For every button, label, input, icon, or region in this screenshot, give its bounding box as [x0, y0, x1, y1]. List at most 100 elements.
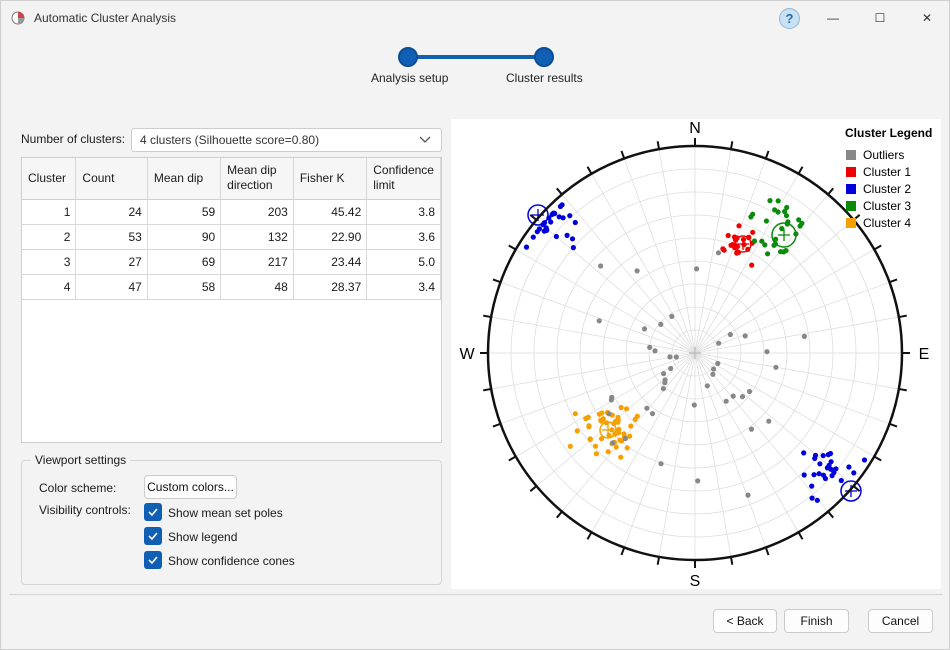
pole-point: [627, 433, 633, 439]
pole-point: [715, 360, 721, 367]
grid-radial-line: [536, 219, 696, 354]
azimuth-tick: [797, 166, 804, 175]
help-button[interactable]: ?: [779, 8, 800, 29]
pole-point: [796, 217, 802, 223]
cluster-legend: Cluster Legend Outliers Cluster 1 Cluste…: [845, 126, 932, 230]
pole-point: [598, 436, 605, 442]
column-header-mean-dip-direction[interactable]: Mean dip direction: [220, 158, 294, 200]
azimuth-tick: [827, 187, 834, 196]
azimuth-tick: [556, 187, 563, 196]
table-row[interactable]: 1 24 59 203 45.42 3.8: [22, 199, 441, 225]
confidence-cone: [771, 222, 797, 248]
azimuth-tick: [508, 455, 517, 462]
pole-point: [662, 380, 668, 386]
pole-point: [583, 416, 589, 422]
back-button[interactable]: < Back: [713, 609, 777, 633]
pole-point: [553, 233, 559, 240]
pole-point: [658, 461, 664, 467]
wizard-stepper: Analysis setup Cluster results: [361, 45, 601, 95]
confidence-cone: [734, 235, 752, 253]
pole-point: [668, 365, 674, 372]
pole-point: [784, 204, 790, 211]
pole-point: [530, 234, 536, 240]
azimuth-tick: [586, 166, 593, 175]
stepper-connector: [408, 55, 544, 59]
confidence-cone: [840, 480, 862, 502]
legend-swatch-outliers: [846, 150, 856, 160]
step-dot-cluster-results[interactable]: [534, 47, 554, 67]
pole-point: [762, 242, 768, 248]
show-legend-checkbox[interactable]: [144, 527, 162, 545]
finish-button[interactable]: Finish: [784, 609, 849, 633]
column-header-confidence-limit[interactable]: Confidence limit: [366, 158, 441, 200]
checkmark-icon: [148, 532, 158, 541]
table-row[interactable]: 3 27 69 217 23.44 5.0: [22, 249, 441, 275]
legend-swatch-cluster-2: [846, 184, 856, 194]
pole-point: [669, 313, 675, 319]
pole-point: [742, 333, 748, 339]
pole-point: [610, 440, 616, 446]
cell-count: 27: [75, 249, 148, 275]
azimuth-tick: [529, 214, 538, 221]
step-dot-analysis-setup[interactable]: [398, 47, 418, 67]
pole-point: [710, 371, 716, 377]
pole-point: [766, 418, 772, 424]
column-header-cluster[interactable]: Cluster: [22, 158, 77, 200]
table-row[interactable]: 2 53 90 132 22.90 3.6: [22, 224, 441, 250]
show-mean-set-poles-label: Show mean set poles: [168, 506, 283, 520]
pole-point: [691, 402, 697, 408]
pole-point: [598, 417, 604, 423]
pole-point: [820, 453, 826, 459]
azimuth-tick: [492, 278, 501, 284]
pole-point: [615, 419, 621, 425]
column-header-count[interactable]: Count: [75, 158, 148, 200]
pole-point: [667, 354, 673, 360]
pole-point: [543, 225, 549, 231]
grid-radial-line: [694, 352, 799, 533]
pole-point: [775, 198, 781, 204]
grid-radial-line: [694, 149, 732, 354]
column-header-fisher-k[interactable]: Fisher K: [293, 158, 368, 200]
pole-point: [723, 398, 729, 404]
legend-label-cluster-2: Cluster 2: [863, 182, 911, 196]
azimuth-tick: [508, 244, 517, 251]
cancel-button[interactable]: Cancel: [868, 609, 933, 633]
north-label: N: [689, 120, 701, 137]
azimuth-tick: [656, 556, 661, 565]
pole-point: [861, 457, 868, 463]
show-legend-label: Show legend: [168, 530, 238, 544]
title-bar: Automatic Cluster Analysis ? — ☐ ✕: [1, 1, 949, 35]
pole-point: [649, 411, 656, 417]
maximize-button[interactable]: ☐: [874, 11, 886, 25]
pole-point: [831, 467, 837, 473]
pole-point: [809, 495, 815, 501]
pole-point: [814, 497, 820, 503]
azimuth-tick: [483, 387, 492, 392]
close-button[interactable]: ✕: [921, 11, 933, 25]
column-header-mean-dip[interactable]: Mean dip: [147, 158, 222, 200]
pole-point: [596, 411, 602, 417]
stereonet-grid: [488, 146, 902, 560]
pole-point: [730, 393, 736, 399]
grid-radial-line: [694, 316, 899, 354]
azimuth-tick: [889, 422, 898, 428]
minimize-button[interactable]: —: [827, 11, 839, 25]
grid-radial-line: [694, 352, 732, 557]
pole-point: [673, 354, 679, 360]
pole-point: [773, 236, 779, 242]
pole-point: [628, 423, 634, 429]
custom-colors-button[interactable]: Custom colors...: [144, 475, 237, 499]
show-mean-set-poles-checkbox[interactable]: [144, 503, 162, 521]
show-confidence-cones-checkbox[interactable]: [144, 551, 162, 569]
pole-point: [731, 234, 738, 240]
stereonet-panel[interactable]: N S E W Cluster Legend Outliers Cluster …: [451, 119, 941, 590]
pole-point: [641, 326, 648, 332]
pole-point: [801, 333, 807, 339]
pole-point: [739, 394, 746, 400]
pole-point: [825, 452, 831, 458]
pole-point: [523, 244, 530, 250]
stereonet-plot[interactable]: N S E W Cluster Legend Outliers Cluster …: [451, 119, 941, 590]
table-row[interactable]: 4 47 58 48 28.37 3.4: [22, 274, 441, 300]
pole-point: [574, 428, 580, 434]
number-of-clusters-select[interactable]: 4 clusters (Silhouette score=0.80): [131, 128, 442, 152]
